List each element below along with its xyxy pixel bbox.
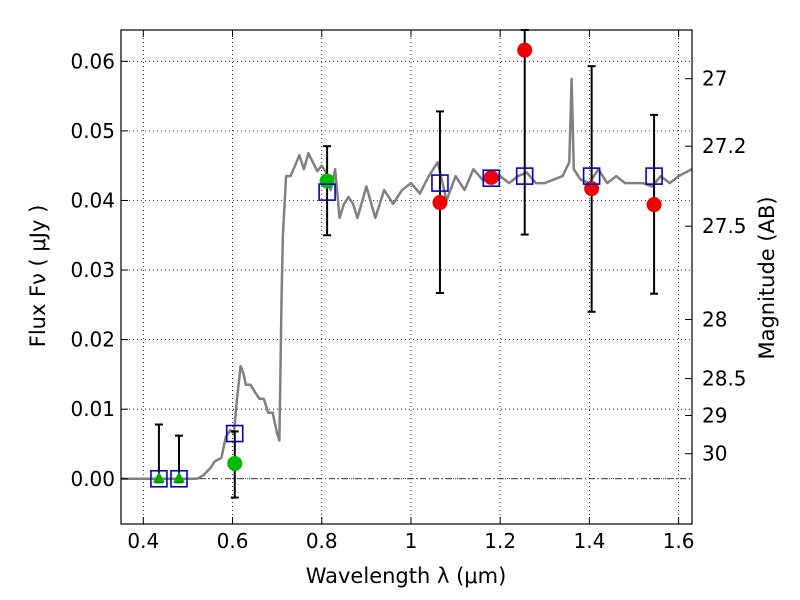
y-tick-label: 0.02	[70, 328, 115, 352]
x-tick-label: 1	[405, 529, 418, 553]
y-tick-label: 0.06	[70, 49, 115, 73]
photometry-point	[517, 42, 533, 58]
y-tick-label: 0.01	[70, 397, 115, 421]
x-tick-label: 1.4	[573, 529, 605, 553]
error-bar-layer	[154, 29, 659, 499]
model-square	[225, 424, 244, 443]
y-axis-title: Flux Fν ( μJy )	[26, 205, 50, 348]
y-tick-label: 0.03	[70, 258, 115, 282]
model-square	[170, 469, 188, 488]
model-square	[582, 167, 601, 185]
right-tick-label: 27	[702, 67, 727, 91]
model-square	[318, 183, 336, 201]
model-square	[431, 174, 449, 192]
right-axis-title: Magnitude (AB)	[755, 196, 779, 359]
spectrum-line	[121, 77, 693, 481]
upper-limit-triangle	[152, 471, 165, 483]
model-photometry-layer	[150, 167, 663, 488]
photometry-point	[227, 455, 243, 471]
spectrum-layer	[121, 77, 693, 481]
right-tick-label: 28	[702, 307, 727, 331]
model-square	[150, 469, 168, 488]
photometry-point	[646, 197, 662, 213]
x-tick-label: 1.6	[663, 529, 695, 553]
upper-limit-triangle	[172, 471, 185, 483]
right-tick-label: 30	[702, 442, 727, 466]
right-tick-label: 29	[702, 403, 727, 427]
photometry-point	[483, 170, 499, 186]
plot-frame	[120, 29, 693, 525]
model-square	[515, 167, 534, 185]
y-tick-label: 0.00	[70, 467, 115, 491]
photometry-point	[432, 195, 448, 211]
model-square	[645, 167, 663, 185]
right-tick-label: 27.5	[702, 214, 747, 238]
x-tick-label: 0.6	[217, 529, 249, 553]
photometry-point	[319, 173, 335, 189]
tick-layer: 0.4 0.6 0.8 1 1.2 1.4 1.6 0.00 0.01 0.02 0.03 0.04 0…	[70, 30, 747, 553]
right-tick-label: 28.5	[702, 367, 747, 391]
x-axis-title: Wavelength λ (μm)	[306, 564, 507, 588]
right-tick-label: 27.2	[702, 134, 747, 158]
x-tick-label: 0.4	[127, 529, 159, 553]
model-square	[482, 169, 501, 187]
grid	[121, 30, 692, 524]
y-tick-label: 0.04	[70, 188, 115, 212]
marker-layer	[152, 42, 662, 483]
x-tick-label: 0.8	[306, 529, 338, 553]
x-tick-label: 1.2	[484, 529, 516, 553]
y-tick-label: 0.05	[70, 119, 115, 143]
